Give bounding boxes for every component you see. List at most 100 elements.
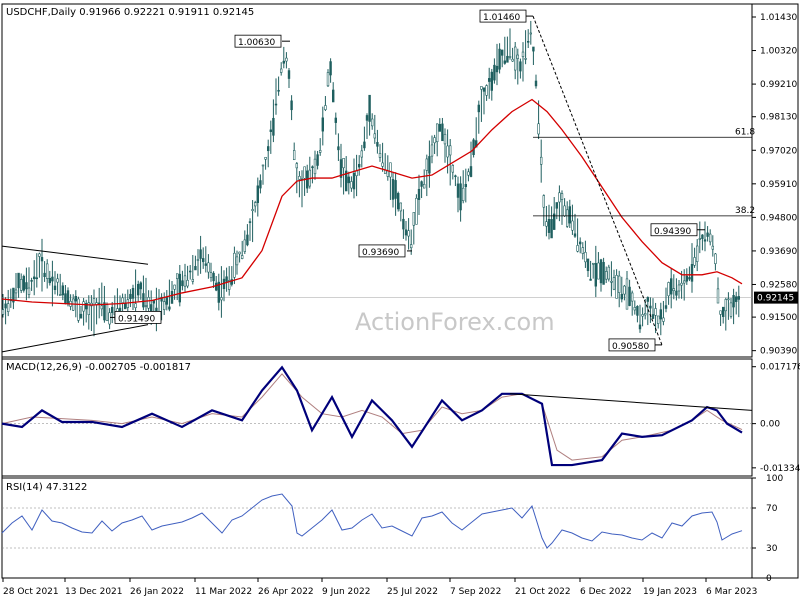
candle-body (215, 282, 218, 291)
candle-body (274, 103, 278, 106)
price-annotation: 0.93690 (358, 244, 412, 258)
candle-body (737, 296, 741, 300)
candle-body (40, 257, 44, 262)
candle-body (724, 299, 728, 312)
candle-body (706, 232, 709, 237)
candle-body (680, 282, 683, 286)
candle-body (199, 249, 202, 259)
x-tick-label: 6 Dec 2022 (580, 587, 632, 597)
candle-body (64, 293, 67, 304)
candle-body (150, 304, 153, 312)
current-price-tag (754, 291, 798, 304)
candle-body (212, 272, 215, 282)
candle-body (690, 264, 694, 282)
candle-body (615, 275, 618, 299)
candle-body (1, 309, 5, 315)
candle-body (498, 48, 501, 70)
candle-body (493, 64, 496, 81)
candle-body (264, 156, 267, 160)
candle-body (355, 170, 358, 177)
candle-body (443, 133, 447, 145)
candle-body (584, 251, 587, 263)
candles (1, 20, 741, 337)
rsi-y-tick-label: 30 (766, 544, 778, 554)
candle-body (636, 306, 639, 316)
candle-body (563, 205, 566, 217)
x-tick-label: 6 Mar 2023 (706, 587, 757, 597)
candle-body (703, 239, 707, 242)
candle-body (233, 252, 236, 278)
candle-body (659, 309, 663, 320)
x-tick-label: 13 Dec 2021 (65, 587, 123, 597)
candle-body (649, 305, 652, 309)
candle-body (61, 285, 65, 296)
candle-body (472, 139, 475, 155)
candle-body (85, 302, 88, 310)
candle-body (714, 253, 717, 264)
candle-body (189, 270, 192, 273)
annotation-box (358, 244, 406, 258)
candle-body (542, 195, 546, 208)
candle-body (277, 89, 280, 92)
candle-body (508, 56, 512, 58)
candle-body (298, 176, 301, 180)
candle-body (381, 162, 384, 167)
price-y-tick-label: 0.91500 (760, 313, 797, 323)
candle-body (51, 276, 54, 282)
price-y-tick-label: 0.95910 (760, 180, 797, 190)
candle-body (243, 239, 246, 252)
candle-body (121, 297, 124, 303)
annotation-label: 1.01460 (483, 13, 520, 23)
candle-body (204, 263, 207, 266)
candle-body (656, 315, 660, 324)
candle-body (677, 284, 681, 292)
candle-body (422, 183, 426, 189)
candle-body (225, 276, 228, 282)
annotation-label: 0.91490 (118, 314, 155, 324)
candle-body (534, 80, 538, 87)
candle-body (711, 245, 715, 250)
candle-body (425, 158, 428, 171)
x-axis: 28 Oct 2021 13 Dec 2021 26 Jan 2022 11 Mar … (2, 578, 757, 597)
x-tick-label: 19 Jan 2023 (643, 587, 697, 597)
candle-body (373, 133, 376, 139)
candle-body (487, 78, 491, 82)
candle-body (451, 165, 454, 173)
x-tick-label: 25 Jul 2022 (387, 587, 438, 597)
candle-body (490, 71, 493, 91)
candle-body (329, 61, 332, 76)
annotation-box (114, 311, 162, 324)
candle-body (469, 166, 473, 177)
candle-body (441, 123, 444, 142)
candle-body (701, 234, 704, 239)
candle-body (433, 137, 436, 144)
fib-level-label: 38.2 (735, 206, 755, 216)
candle-body (589, 278, 592, 281)
candle-body (108, 312, 111, 325)
candle-body (295, 163, 298, 169)
candle-body (719, 310, 722, 315)
panel-frame (1, 358, 753, 477)
candle-body (539, 156, 543, 165)
candle-body (734, 296, 738, 302)
candle-body (181, 280, 184, 287)
candle-body (100, 305, 104, 310)
current-price-label: 0.92145 (757, 294, 794, 304)
candle-body (376, 142, 379, 147)
macd-y-tick-label: 0.00 (760, 420, 780, 430)
candle-body (669, 278, 673, 295)
candle-body (79, 313, 83, 319)
candle-body (591, 262, 595, 265)
candle-body (537, 123, 540, 135)
candle-body (269, 129, 272, 132)
price-header: USDCHF,Daily 0.91966 0.92221 0.91911 0.9… (6, 7, 254, 18)
candle-body (19, 279, 23, 291)
outer-frame (1, 3, 799, 579)
candle-body (662, 317, 665, 322)
candle-body (144, 305, 148, 307)
candle-body (721, 306, 725, 317)
candle-body (129, 293, 132, 300)
price-annotation: 1.01460 (479, 9, 533, 23)
candle-body (417, 188, 421, 200)
candle-body (620, 293, 624, 300)
